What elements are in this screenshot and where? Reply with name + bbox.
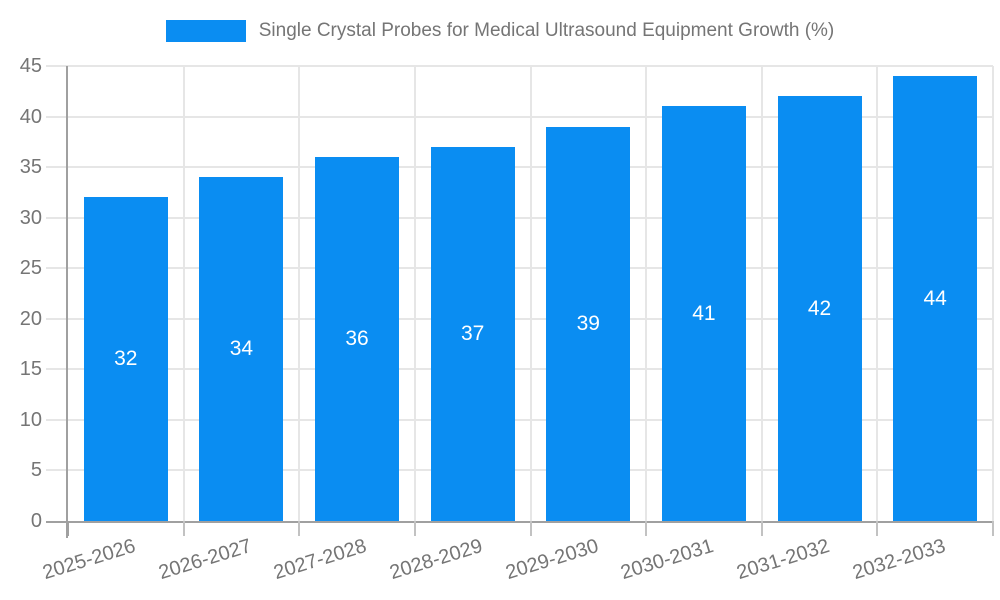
x-axis-tick — [413, 521, 416, 536]
y-tick-label: 0 — [30, 510, 42, 532]
gridline-horizontal — [46, 368, 993, 371]
x-axis-line — [46, 521, 993, 523]
x-axis-tick — [529, 521, 532, 536]
y-tick-label: 35 — [19, 156, 42, 179]
gridline-horizontal — [46, 115, 993, 118]
x-tick-label: 2032-2033 — [849, 535, 948, 585]
gridline-vertical — [298, 66, 301, 521]
chart-bar[interactable]: 34 — [199, 177, 284, 521]
bar-value-label: 39 — [576, 311, 600, 335]
gridline-horizontal — [46, 65, 993, 67]
x-tick-label: 2030-2031 — [618, 535, 717, 585]
bar-value-label: 34 — [229, 337, 254, 361]
legend-series-label: Single Crystal Probes for Medical Ultras… — [258, 20, 835, 41]
x-axis-tick — [760, 521, 763, 536]
plot-area: 0 5 10 15 20 25 30 35 40 45 32 2025-2026 34 2026-2027… — [20, 55, 994, 584]
gridline-horizontal — [46, 317, 993, 320]
chart-bar[interactable]: 37 — [430, 146, 515, 521]
gridline-vertical — [876, 66, 879, 521]
y-tick-label: 25 — [19, 257, 42, 280]
bar-value-label: 41 — [692, 301, 716, 325]
gridline-vertical — [645, 66, 648, 521]
x-tick-label: 2025-2026 — [40, 535, 139, 585]
y-tick-label: 10 — [19, 408, 42, 431]
x-axis-tick — [298, 521, 301, 536]
x-tick-label: 2029-2030 — [502, 535, 601, 585]
y-tick-label: 40 — [19, 105, 42, 128]
chart-bar[interactable]: 36 — [315, 157, 400, 521]
gridline-horizontal — [46, 418, 993, 421]
x-axis-tick — [182, 521, 185, 536]
bar-value-label: 37 — [461, 321, 485, 345]
x-axis-tick — [645, 521, 648, 536]
gridline-horizontal — [46, 469, 993, 472]
y-tick-label: 5 — [30, 459, 42, 482]
chart-bar[interactable]: 39 — [546, 126, 631, 521]
gridline-vertical — [529, 66, 532, 521]
chart-bar[interactable]: 42 — [777, 96, 862, 521]
gridline-vertical — [992, 66, 994, 521]
x-tick-label: 2028-2029 — [387, 535, 486, 585]
chart-bar[interactable]: 32 — [83, 197, 168, 521]
chart-legend[interactable]: Single Crystal Probes for Medical Ultras… — [0, 17, 1000, 45]
gridline-horizontal — [46, 216, 993, 219]
x-tick-label: 2026-2027 — [155, 535, 254, 585]
bar-value-label: 42 — [807, 296, 832, 320]
y-tick-label: 20 — [19, 307, 42, 330]
y-tick-label: 45 — [19, 55, 42, 77]
gridline-vertical — [760, 66, 763, 521]
chart-bar[interactable]: 44 — [893, 76, 978, 521]
x-axis-tick — [876, 521, 879, 536]
legend-swatch[interactable] — [165, 20, 246, 42]
y-tick-label: 15 — [19, 358, 42, 381]
x-tick-label: 2031-2032 — [734, 535, 832, 585]
gridline-horizontal — [46, 166, 993, 169]
x-axis-tick — [992, 521, 994, 536]
chart-bar[interactable]: 41 — [661, 106, 746, 521]
bar-value-label: 36 — [345, 327, 369, 350]
bar-value-label: 32 — [114, 347, 138, 371]
gridline-vertical — [413, 66, 416, 521]
y-axis-line — [66, 66, 68, 538]
x-axis-tick — [67, 521, 69, 536]
gridline-horizontal — [46, 267, 993, 270]
gridline-vertical — [182, 66, 185, 521]
bar-value-label: 44 — [923, 286, 947, 310]
x-tick-label: 2027-2028 — [271, 535, 370, 585]
y-tick-label: 30 — [19, 206, 42, 229]
